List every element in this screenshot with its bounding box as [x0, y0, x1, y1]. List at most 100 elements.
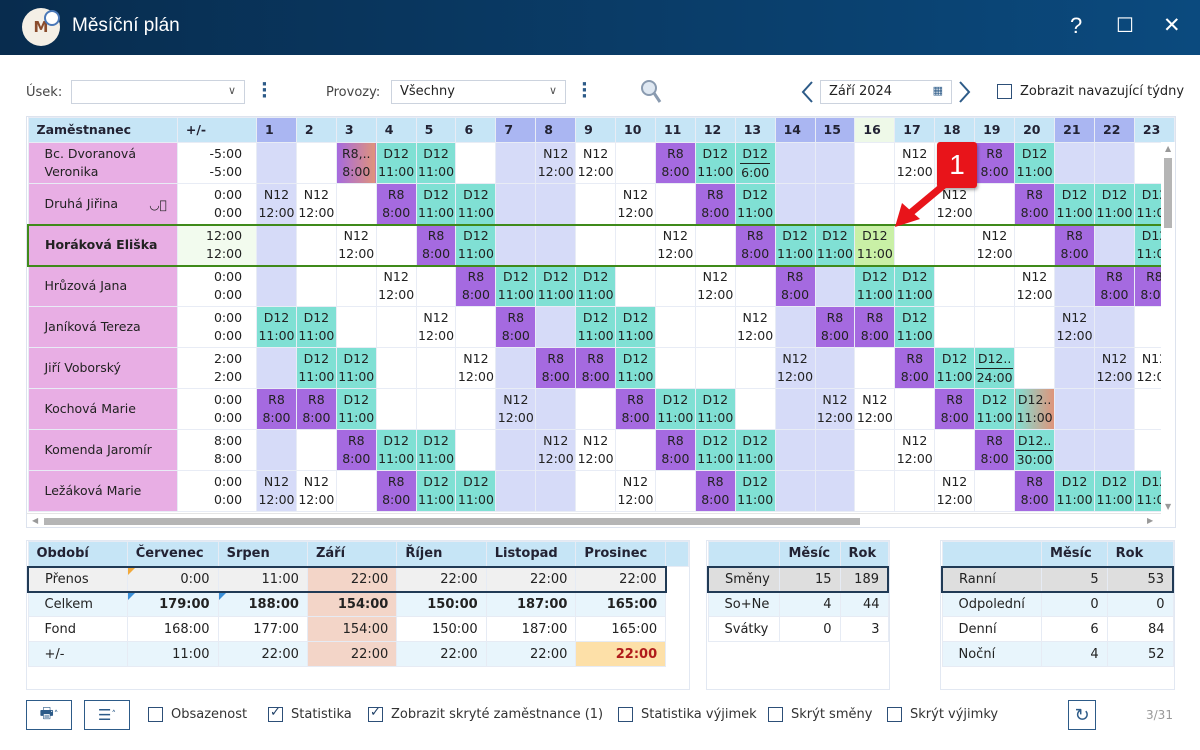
empty-day-cell[interactable] [295, 429, 337, 471]
shift-cell[interactable]: D12 11:00 [455, 183, 497, 225]
refresh-button[interactable]: ↻ [1068, 700, 1096, 730]
shift-cell[interactable]: N12 12:00 [774, 347, 816, 389]
shift-cell[interactable]: N12 12:00 [814, 388, 856, 430]
empty-day-cell[interactable] [1094, 429, 1135, 471]
empty-day-cell[interactable] [375, 388, 417, 430]
empty-day-cell[interactable] [256, 142, 297, 184]
empty-day-cell[interactable] [1054, 388, 1096, 430]
empty-day-cell[interactable] [535, 388, 577, 430]
empty-day-cell[interactable] [854, 142, 896, 184]
shift-cell[interactable]: R8 8:00 [974, 429, 1016, 471]
empty-day-cell[interactable] [615, 142, 656, 184]
empty-day-cell[interactable] [814, 347, 856, 389]
employee-name[interactable]: Bc. Dvoranová Veronika [27, 142, 178, 184]
shift-cell[interactable]: D12 11:00 [415, 183, 457, 225]
shift-cell[interactable]: D12 11:00 [934, 347, 976, 389]
empty-day-cell[interactable] [615, 223, 656, 267]
day-header[interactable]: 21 [1054, 117, 1096, 143]
period-row[interactable]: Přenos 0:00 11:00 22:00 22:00 22:00 22:00 [26, 565, 689, 593]
shift-cell[interactable]: D12 11:00 [455, 223, 497, 267]
provozy-select[interactable]: Všechny ∨ [391, 80, 566, 104]
empty-day-cell[interactable] [335, 470, 377, 512]
empty-day-cell[interactable] [415, 347, 457, 389]
empty-day-cell[interactable] [495, 470, 537, 512]
empty-day-cell[interactable] [535, 223, 577, 267]
empty-day-cell[interactable] [694, 223, 736, 267]
employee-name[interactable]: Komenda Jaromír [27, 429, 178, 471]
employee-name[interactable]: Kochová Marie [27, 388, 178, 430]
shift-cell[interactable]: R8 8:00 [335, 429, 377, 471]
shift-cell[interactable]: D12 11:00 [814, 223, 856, 267]
shift-cell[interactable]: R8 8:00 [814, 306, 856, 348]
shift-cell[interactable]: D12 11:00 [1014, 142, 1056, 184]
stat-row[interactable]: Směny 15 189 [707, 565, 889, 593]
empty-day-cell[interactable] [934, 429, 976, 471]
maximize-button[interactable]: ☐ [1116, 15, 1134, 37]
day-header[interactable]: 6 [455, 117, 497, 143]
shift-cell[interactable]: N12 12:00 [495, 388, 537, 430]
shift-cell[interactable]: N12 12:00 [375, 265, 417, 307]
shift-cell[interactable]: R8 8:00 [934, 388, 976, 430]
day-header[interactable]: 8 [535, 117, 577, 143]
stat-row[interactable]: So+Ne 4 44 [707, 591, 889, 617]
shift-cell[interactable]: N12 12:00 [295, 183, 337, 225]
shift-cell[interactable]: N12 12:00 [934, 470, 976, 512]
day-header[interactable]: 7 [495, 117, 537, 143]
empty-day-cell[interactable] [774, 183, 816, 225]
empty-day-cell[interactable] [535, 470, 577, 512]
scrollbar-thumb[interactable] [44, 518, 860, 525]
shift-cell[interactable]: D12 11:00 [694, 429, 736, 471]
shift-cell[interactable]: D12 6:00 [734, 142, 776, 184]
empty-day-cell[interactable] [375, 223, 417, 267]
empty-day-cell[interactable] [375, 306, 417, 348]
empty-day-cell[interactable] [974, 306, 1016, 348]
scrollbar-thumb[interactable] [1164, 158, 1172, 228]
empty-day-cell[interactable] [934, 265, 976, 307]
shift-cell[interactable]: D12 11:00 [415, 429, 457, 471]
employee-row[interactable]: Kochová Marie 0:00 0:00 R8 8:00 R8 8:00 D12 11:0… [27, 388, 1175, 430]
stat-row[interactable]: Denní 6 84 [941, 616, 1174, 642]
shift-cell[interactable]: N12 12:00 [734, 306, 776, 348]
shift-cell[interactable]: R8 8:00 [1014, 470, 1056, 512]
empty-day-cell[interactable] [455, 388, 497, 430]
provozy-more-icon[interactable]: · · · [581, 74, 588, 107]
empty-day-cell[interactable] [1094, 388, 1135, 430]
shift-cell[interactable]: D12 11:00 [774, 223, 816, 267]
empty-day-cell[interactable] [495, 347, 537, 389]
empty-day-cell[interactable] [734, 347, 776, 389]
shift-cell[interactable]: D12 11:00 [415, 142, 457, 184]
employee-row[interactable]: Janíková Tereza 0:00 0:00 D12 11:00 D12 11:00 N… [27, 306, 1175, 348]
empty-day-cell[interactable] [1054, 142, 1096, 184]
day-header[interactable]: 11 [654, 117, 696, 143]
empty-day-cell[interactable] [854, 183, 896, 225]
shift-cell[interactable]: R8 8:00 [694, 183, 736, 225]
empty-day-cell[interactable] [455, 429, 497, 471]
empty-day-cell[interactable] [1014, 223, 1056, 267]
empty-day-cell[interactable] [295, 142, 337, 184]
shift-cell[interactable]: D12 11:00 [1054, 183, 1096, 225]
shift-cell[interactable]: D12 11:00 [894, 306, 936, 348]
empty-day-cell[interactable] [495, 183, 537, 225]
shift-cell[interactable]: D12 11:00 [1094, 183, 1135, 225]
shift-cell[interactable]: N12 12:00 [455, 347, 497, 389]
empty-day-cell[interactable] [415, 388, 457, 430]
shift-cell[interactable]: N12 12:00 [1094, 347, 1135, 389]
empty-day-cell[interactable] [495, 142, 537, 184]
empty-day-cell[interactable] [1054, 429, 1096, 471]
list-menu-button[interactable]: ☰ ˄ [84, 700, 130, 730]
empty-day-cell[interactable] [854, 429, 896, 471]
shift-cell[interactable]: N12 12:00 [256, 470, 297, 512]
shift-cell[interactable]: R8 8:00 [694, 470, 736, 512]
checkbox-icon[interactable] [368, 705, 383, 722]
empty-day-cell[interactable] [335, 306, 377, 348]
empty-day-cell[interactable] [734, 265, 776, 307]
empty-day-cell[interactable] [575, 183, 617, 225]
empty-day-cell[interactable] [854, 470, 896, 512]
empty-day-cell[interactable] [1094, 223, 1135, 267]
shift-cell[interactable]: D12 11:00 [295, 347, 337, 389]
day-header[interactable]: 10 [615, 117, 656, 143]
employee-row[interactable]: Ležáková Marie 0:00 0:00 N12 12:00 N12 12:00 R8… [27, 470, 1175, 512]
shift-cell[interactable]: D12 11:00 [854, 223, 896, 267]
shift-cell[interactable]: D12 11:00 [295, 306, 337, 348]
day-header[interactable]: 22 [1094, 117, 1135, 143]
